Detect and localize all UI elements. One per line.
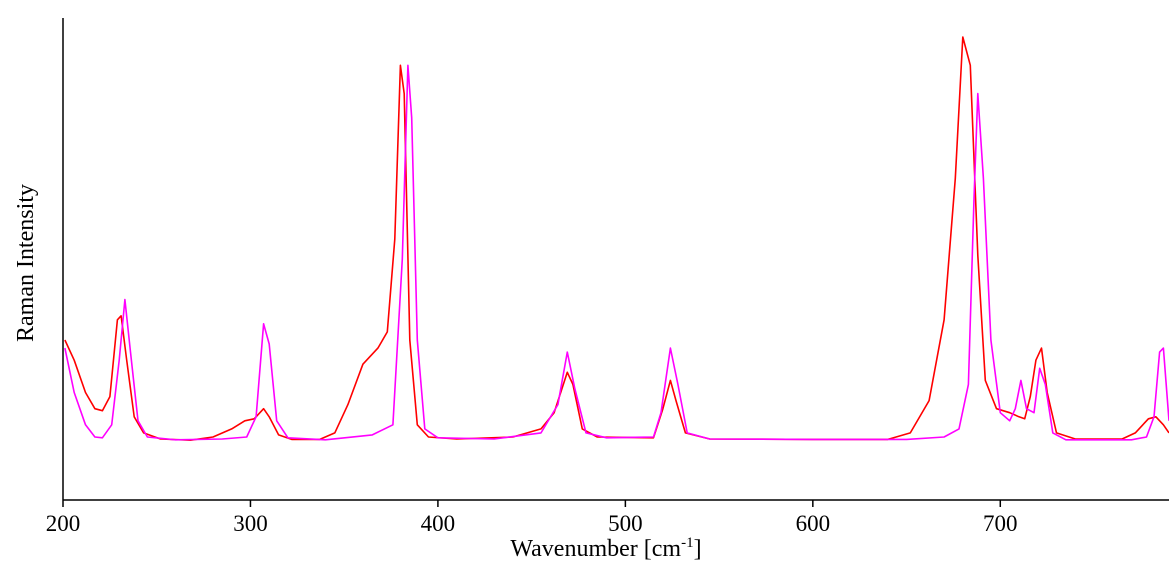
x-tick-label-700: 700 [983,511,1018,536]
x-tick-label-200: 200 [46,511,81,536]
plot-area [64,36,1169,441]
series-line-1 [64,36,1169,441]
x-tick-label-300: 300 [233,511,268,536]
x-axis-label-superscript: -1 [681,535,694,551]
x-tick-label-400: 400 [421,511,456,536]
y-axis-label: Raman Intensity [13,184,39,342]
x-ticks: 200 300 400 500 600 700 [46,500,1018,536]
series-line-2 [64,64,1169,441]
x-tick-label-600: 600 [796,511,831,536]
axes [62,18,1169,501]
x-axis-label-end: ] [694,536,702,562]
x-axis-label-main: Wavenumber [cm [510,536,681,562]
x-tick-label-500: 500 [608,511,643,536]
x-axis-label: Wavenumber [cm-1] [510,535,701,562]
